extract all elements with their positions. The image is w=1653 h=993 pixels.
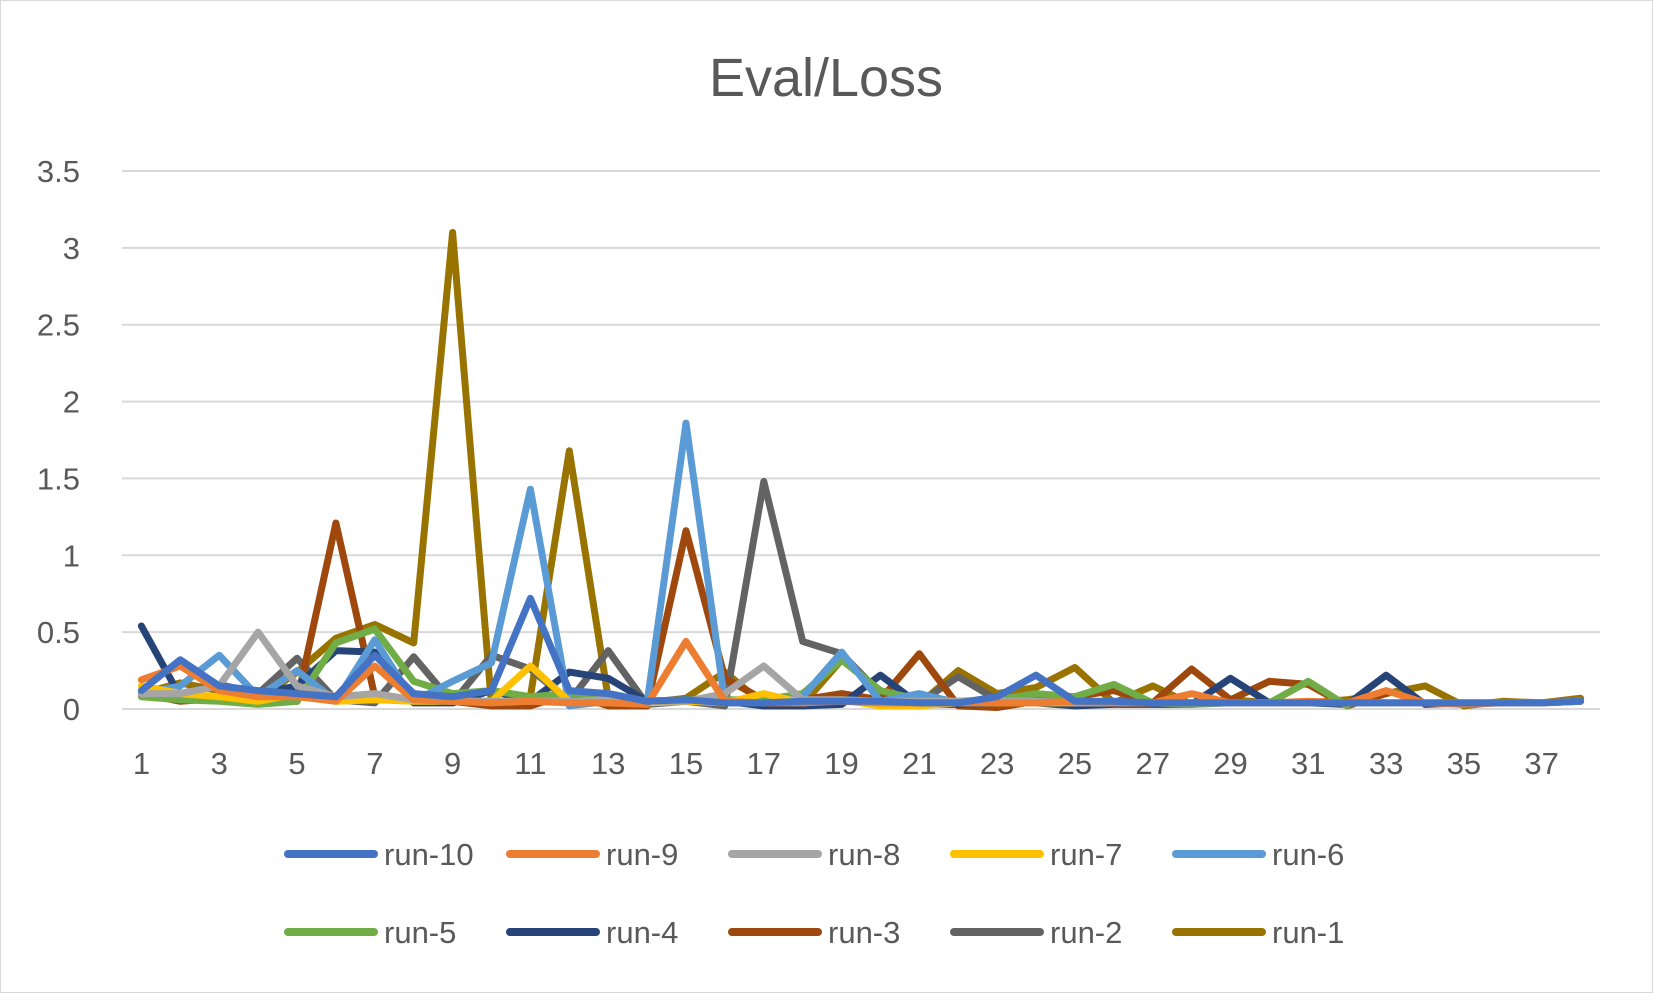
grid-layer (122, 170, 1600, 710)
y-tick-label: 2.5 (37, 308, 80, 343)
legend-label-run-3: run-3 (828, 915, 900, 950)
x-tick-label: 17 (747, 746, 781, 781)
x-tick-label: 35 (1447, 746, 1481, 781)
y-tick-label: 0 (63, 692, 80, 727)
chart-title: Eval/Loss (709, 48, 943, 108)
x-tick-label: 5 (288, 746, 305, 781)
legend-label-run-10: run-10 (384, 837, 474, 872)
x-tick-label: 21 (902, 746, 936, 781)
y-tick-label: 1.5 (37, 461, 80, 496)
legend: run-10 run-9 run-8 run-7 run-6 run-5 run-4 run-… (284, 837, 1344, 950)
x-tick-label: 3 (211, 746, 228, 781)
x-tick-label: 13 (591, 746, 625, 781)
legend-label-run-9: run-9 (606, 837, 678, 872)
y-tick-label: 1 (63, 538, 80, 573)
x-tick-label: 1 (133, 746, 150, 781)
x-tick-label: 15 (669, 746, 703, 781)
x-tick-label: 23 (980, 746, 1014, 781)
series-line-run-6 (137, 419, 1585, 710)
x-tick-label: 25 (1058, 746, 1092, 781)
legend-label-run-8: run-8 (828, 837, 900, 872)
series-line-run-10 (137, 594, 1585, 707)
legend-label-run-2: run-2 (1050, 915, 1122, 950)
x-tick-label: 9 (444, 746, 461, 781)
x-tick-label: 7 (366, 746, 383, 781)
series-layer (137, 229, 1585, 711)
x-tick-label: 31 (1291, 746, 1325, 781)
x-tick-label: 33 (1369, 746, 1403, 781)
x-tick-label: 11 (514, 746, 546, 781)
y-tick-label: 3 (63, 231, 80, 266)
x-tick-label: 29 (1213, 746, 1247, 781)
y-axis-ticks: 0 0.5 1 1.5 2 2.5 3 3.5 (37, 154, 80, 727)
legend-label-run-5: run-5 (384, 915, 456, 950)
y-tick-label: 3.5 (37, 154, 80, 189)
x-axis-ticks: 1 3 5 7 9 11 13 15 17 19 21 23 25 27 29 31 33 35 37 (133, 746, 1559, 781)
x-tick-label: 37 (1524, 746, 1558, 781)
legend-label-run-4: run-4 (606, 915, 678, 950)
legend-label-run-6: run-6 (1272, 837, 1344, 872)
y-tick-label: 0.5 (37, 615, 80, 650)
y-tick-label: 2 (63, 385, 80, 420)
x-tick-label: 19 (824, 746, 858, 781)
x-tick-label: 27 (1135, 746, 1169, 781)
legend-label-run-7: run-7 (1050, 837, 1122, 872)
series-line-run-3 (137, 519, 1390, 711)
legend-label-run-1: run-1 (1272, 915, 1344, 950)
